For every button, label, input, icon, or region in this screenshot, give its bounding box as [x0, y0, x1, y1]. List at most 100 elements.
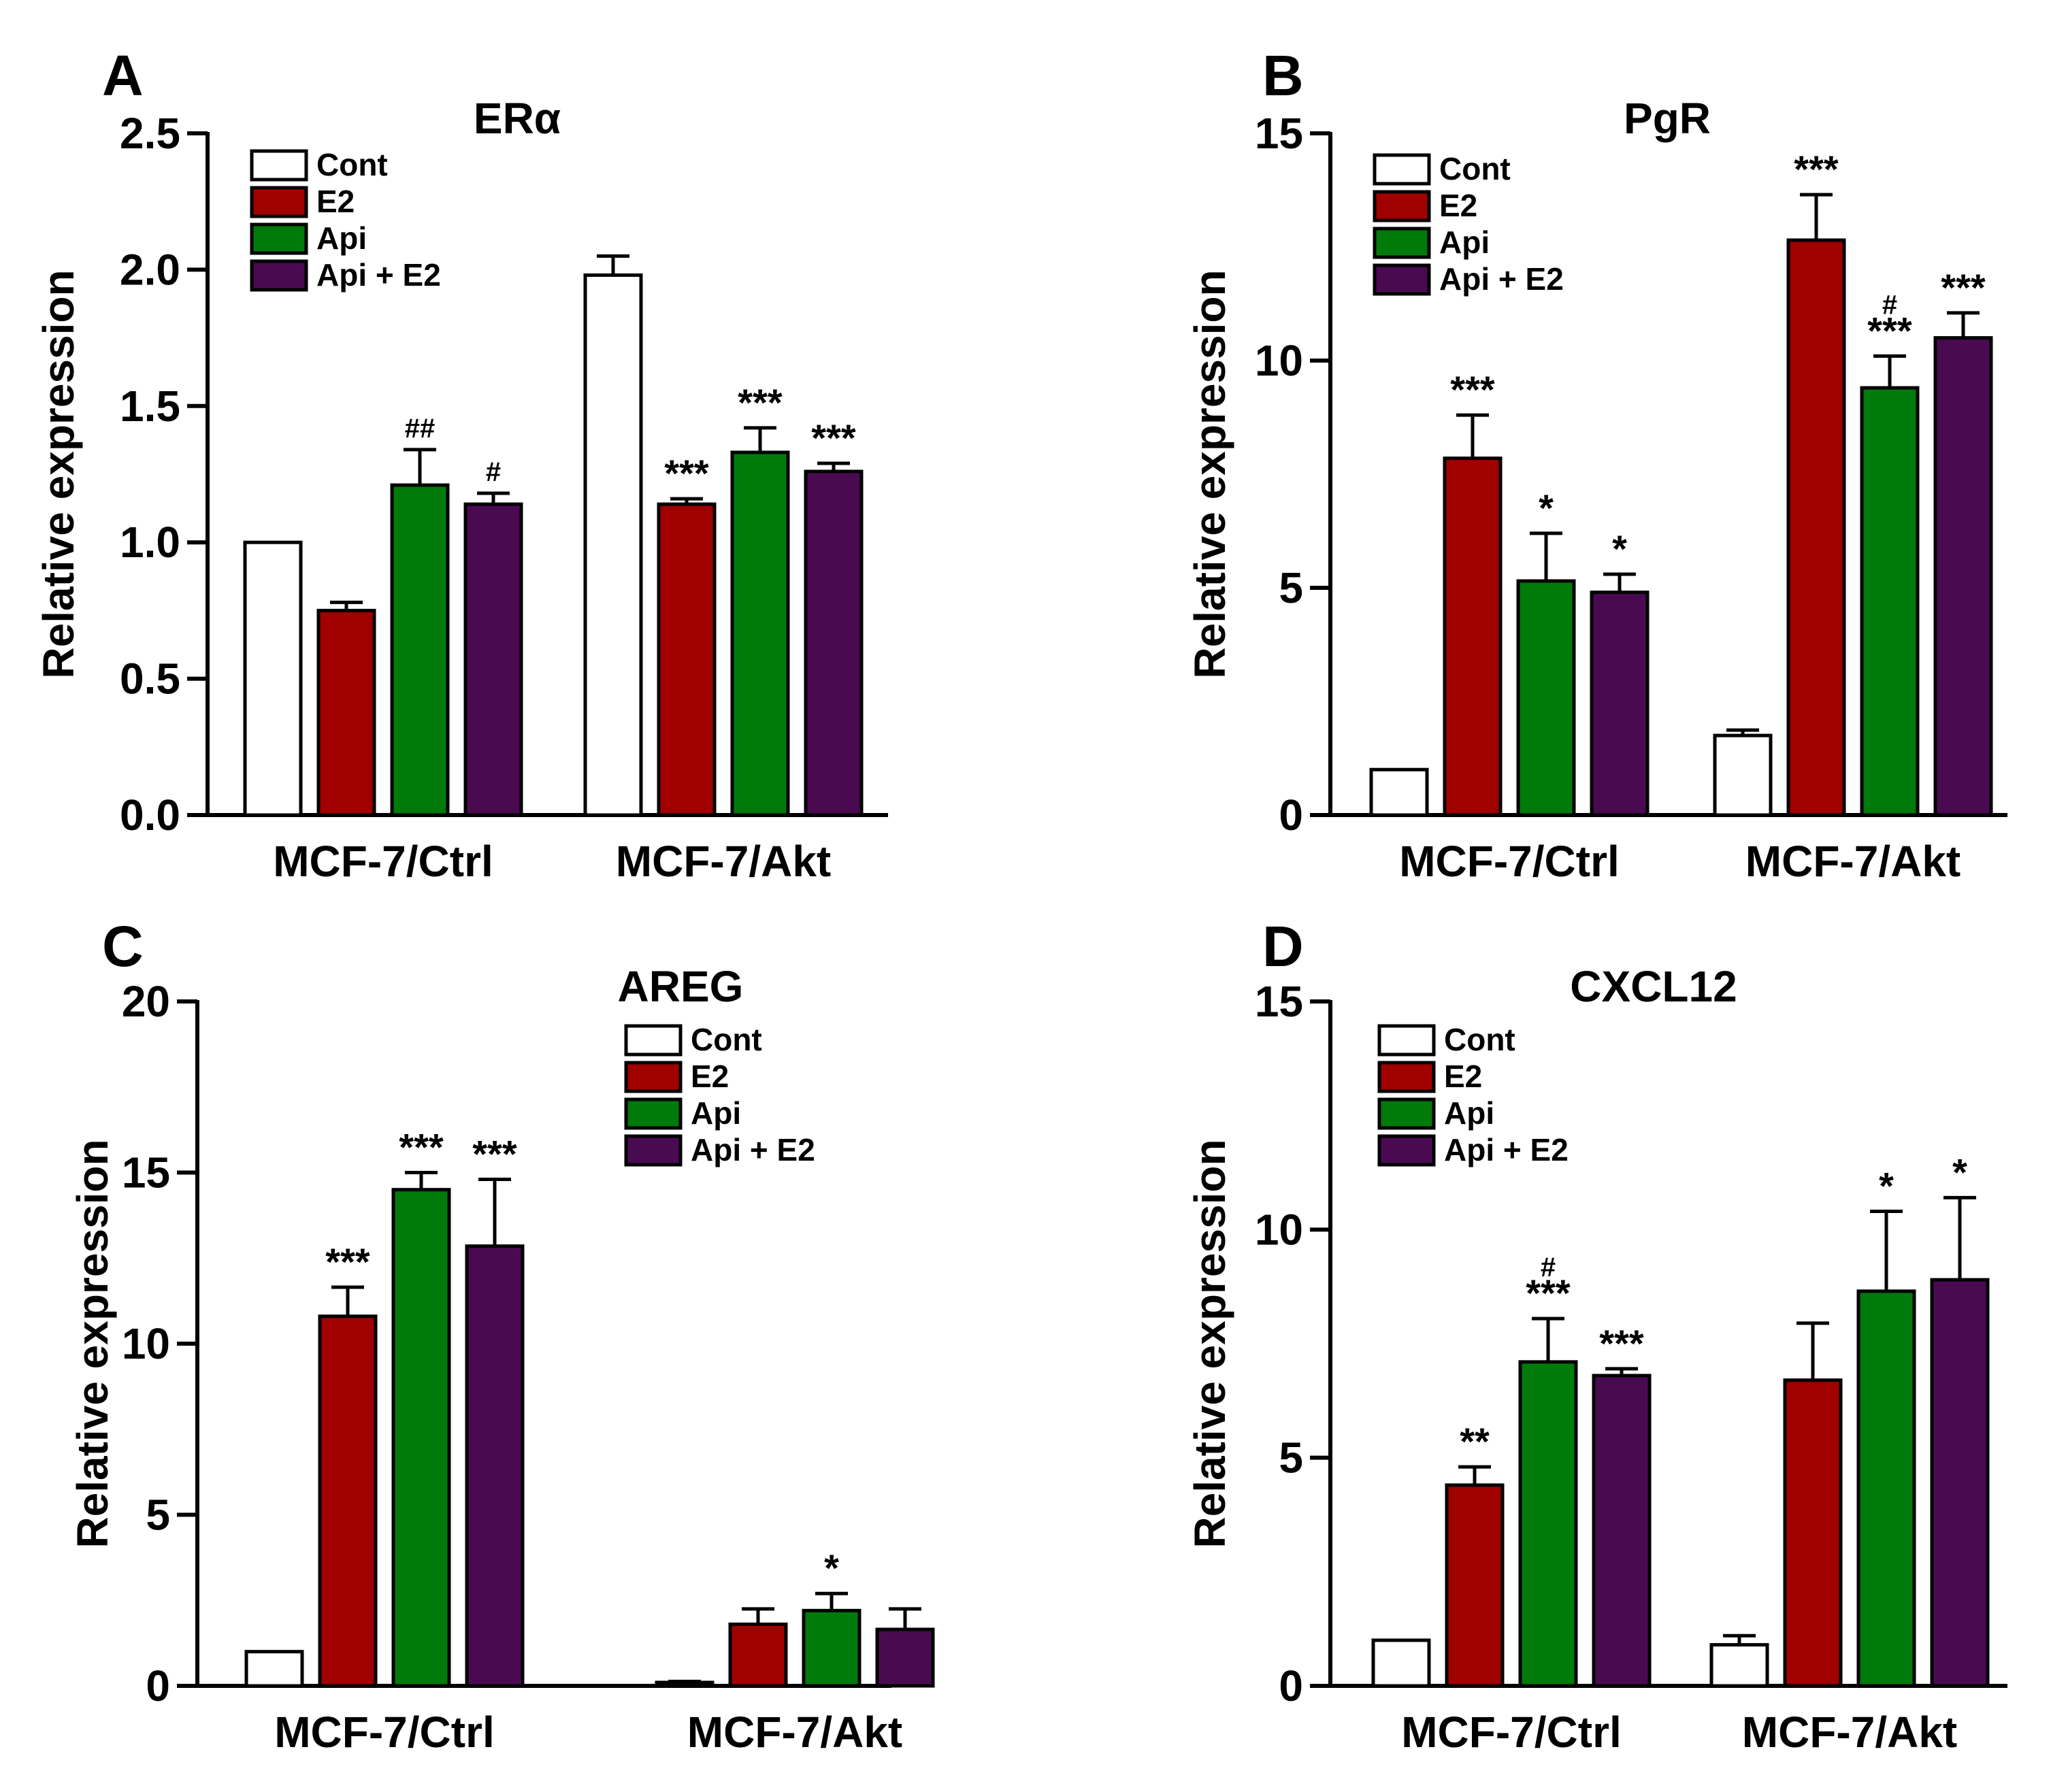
significance-label: ** [1460, 1420, 1490, 1463]
significance-label: * [1952, 1150, 1967, 1193]
y-tick-label: 0 [1279, 791, 1303, 840]
legend-swatch [1377, 1097, 1436, 1130]
x-category-label: MCF-7/Akt [616, 837, 831, 886]
bar-api [1860, 386, 1920, 817]
legend-swatch [250, 222, 308, 255]
chart-title: PgR [1624, 94, 1711, 143]
y-tick-label: 10 [1255, 336, 1303, 385]
legend-label: Api [1444, 1095, 1494, 1131]
legend-swatch [624, 1097, 683, 1130]
x-category-label: MCF-7/Ctrl [1401, 1708, 1622, 1757]
y-tick-label: 15 [1255, 977, 1303, 1026]
legend-label: E2 [691, 1059, 729, 1094]
x-category-label: MCF-7/Ctrl [273, 837, 493, 886]
legend-label: E2 [316, 184, 355, 219]
y-tick-label: 10 [1255, 1205, 1303, 1254]
chart-title: ERα [474, 94, 561, 143]
bar-e2 [316, 608, 376, 817]
legend-label: Api + E2 [1444, 1132, 1569, 1167]
y-tick-label: 20 [122, 977, 170, 1026]
legend-label: Api [1439, 225, 1490, 260]
y-tick-label: 0 [146, 1661, 170, 1710]
significance-label: *** [325, 1240, 370, 1283]
bar-cont [1713, 733, 1773, 817]
legend-label: Api [691, 1095, 741, 1131]
bar-api-e2 [1592, 1374, 1652, 1688]
panel-letter: B [1262, 44, 1304, 107]
bar-api-e2 [1933, 336, 1993, 817]
bar-api [1518, 1360, 1578, 1688]
bar-api [1856, 1289, 1916, 1688]
y-axis-label: Relative expression [68, 1139, 117, 1548]
bar-api [802, 1608, 862, 1688]
legend-label: Api + E2 [1439, 261, 1564, 297]
chart-title: CXCL12 [1570, 962, 1737, 1011]
bar-e2 [318, 1314, 378, 1688]
bar-e2 [1443, 457, 1503, 817]
significance-label: * [824, 1546, 839, 1589]
bar-cont [1369, 767, 1429, 817]
legend-label: E2 [1439, 188, 1477, 223]
legend-label: Cont [691, 1022, 762, 1057]
legend-swatch [1373, 227, 1431, 259]
bar-e2 [1786, 238, 1846, 817]
y-tick-label: 5 [146, 1491, 170, 1540]
significance-label: # [486, 457, 501, 487]
y-tick-label: 0.0 [120, 791, 180, 840]
bar-cont [243, 540, 303, 817]
bar-e2 [1445, 1483, 1505, 1688]
significance-label: *** [738, 381, 783, 424]
legend-swatch [624, 1024, 683, 1057]
bar-api-e2 [875, 1627, 935, 1688]
significance-label: *** [1526, 1272, 1571, 1314]
legend-label: Cont [316, 147, 388, 182]
legend-label: Api [316, 220, 367, 256]
legend-swatch [250, 149, 308, 182]
y-tick-label: 1.5 [120, 382, 180, 431]
bar-e2 [1783, 1378, 1843, 1688]
significance-label: *** [399, 1126, 444, 1169]
significance-label: * [1612, 527, 1627, 570]
significance-label: *** [1867, 309, 1912, 352]
bar-api [391, 1188, 451, 1688]
bar-e2 [728, 1622, 788, 1688]
panel-letter: A [102, 44, 144, 107]
significance-label: # [1541, 1252, 1556, 1282]
bar-cont [583, 273, 643, 817]
significance-label: *** [811, 416, 856, 459]
significance-label: *** [664, 452, 709, 495]
significance-label: # [1882, 290, 1897, 320]
y-tick-label: 5 [1279, 1433, 1303, 1482]
legend-swatch [624, 1134, 683, 1167]
legend-swatch [1377, 1061, 1436, 1093]
legend-label: E2 [1444, 1059, 1482, 1094]
bar-api-e2 [1930, 1278, 1990, 1688]
significance-label: * [1879, 1165, 1894, 1208]
y-tick-label: 0.5 [120, 654, 180, 703]
legend-swatch [250, 259, 308, 292]
legend-swatch [1373, 153, 1431, 186]
legend-swatch [1373, 263, 1431, 296]
x-category-label: MCF-7/Ctrl [274, 1708, 495, 1757]
panel-letter: D [1262, 914, 1304, 978]
y-tick-label: 15 [1255, 109, 1303, 158]
panel-letter: C [102, 914, 144, 978]
y-tick-label: 2.0 [120, 245, 180, 294]
bar-api-e2 [1590, 591, 1650, 817]
y-axis-label: Relative expression [34, 269, 83, 678]
significance-label: *** [472, 1133, 517, 1176]
bar-cont [1371, 1638, 1431, 1688]
significance-label: *** [1941, 266, 1986, 309]
legend-label: Cont [1444, 1022, 1515, 1057]
x-category-label: MCF-7/Ctrl [1399, 837, 1620, 886]
legend-swatch [624, 1061, 683, 1093]
y-tick-label: 1.0 [120, 518, 180, 567]
bar-api [1516, 579, 1576, 817]
bar-api [730, 450, 790, 817]
